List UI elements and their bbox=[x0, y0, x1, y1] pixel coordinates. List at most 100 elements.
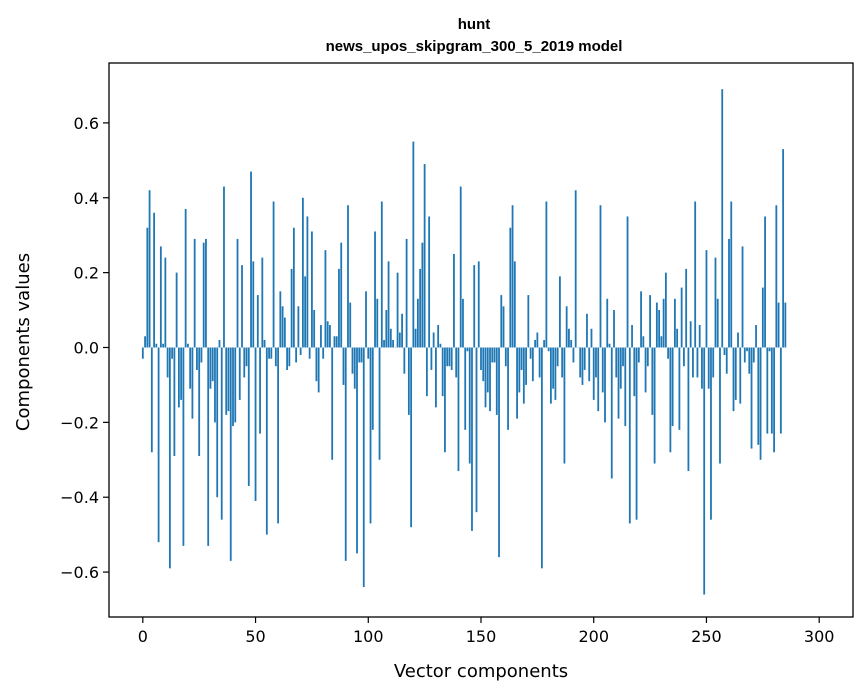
bar bbox=[344, 347, 347, 561]
bar bbox=[538, 347, 541, 378]
bar bbox=[759, 347, 762, 460]
bar bbox=[613, 310, 615, 348]
bar bbox=[225, 347, 228, 415]
bar bbox=[412, 141, 415, 348]
bar bbox=[220, 347, 223, 520]
x-tick-label: 200 bbox=[578, 627, 609, 646]
bar bbox=[405, 238, 408, 348]
bar bbox=[153, 212, 155, 348]
bar bbox=[653, 347, 656, 464]
bar bbox=[640, 291, 642, 348]
bar bbox=[437, 325, 440, 348]
bar bbox=[719, 347, 721, 464]
bar bbox=[716, 298, 719, 348]
bar bbox=[148, 190, 151, 348]
bar bbox=[398, 332, 401, 348]
chart-title-line-1: hunt bbox=[458, 16, 490, 33]
bar bbox=[236, 238, 239, 348]
bar bbox=[441, 347, 444, 397]
bar bbox=[671, 347, 674, 427]
bar bbox=[486, 347, 489, 393]
bar bbox=[407, 347, 410, 415]
bar bbox=[464, 347, 467, 430]
bar bbox=[646, 347, 649, 367]
bar bbox=[741, 246, 744, 348]
bar bbox=[559, 276, 561, 348]
bar bbox=[610, 347, 613, 479]
x-tick-label: 100 bbox=[353, 627, 384, 646]
bar bbox=[725, 347, 728, 374]
bar bbox=[545, 201, 548, 348]
bar bbox=[622, 347, 624, 367]
bar bbox=[728, 238, 730, 348]
bar bbox=[592, 347, 595, 400]
bar bbox=[552, 347, 555, 389]
bar bbox=[223, 186, 225, 348]
bar bbox=[214, 347, 216, 423]
bar bbox=[227, 347, 230, 412]
bar bbox=[689, 321, 692, 348]
bar bbox=[351, 347, 354, 374]
bar bbox=[761, 287, 764, 348]
bar bbox=[676, 328, 679, 348]
bar bbox=[290, 268, 293, 348]
bar bbox=[234, 347, 237, 423]
bar bbox=[189, 347, 192, 389]
bar bbox=[141, 347, 144, 359]
bar bbox=[428, 216, 431, 348]
bar bbox=[205, 238, 207, 348]
bar bbox=[509, 227, 512, 348]
bar bbox=[342, 347, 345, 385]
bar bbox=[209, 347, 212, 389]
bar bbox=[660, 336, 663, 348]
bar bbox=[243, 347, 246, 378]
bar bbox=[439, 343, 442, 348]
bar bbox=[329, 325, 331, 348]
bar bbox=[628, 347, 631, 524]
bar bbox=[493, 347, 496, 363]
bar bbox=[624, 347, 627, 427]
bar bbox=[473, 265, 476, 348]
bar bbox=[471, 347, 473, 531]
bar bbox=[295, 347, 298, 363]
bar bbox=[597, 347, 600, 412]
x-tick-label: 0 bbox=[138, 627, 148, 646]
bar bbox=[615, 347, 618, 378]
bar bbox=[531, 347, 534, 382]
bar bbox=[369, 347, 372, 524]
bar bbox=[635, 347, 638, 520]
bar bbox=[617, 347, 620, 419]
bar bbox=[358, 347, 361, 363]
bar bbox=[362, 347, 365, 588]
bar bbox=[723, 347, 726, 355]
bar bbox=[367, 347, 370, 359]
bar bbox=[534, 340, 537, 348]
bar bbox=[579, 347, 582, 378]
bar bbox=[331, 347, 334, 460]
bar bbox=[187, 343, 189, 348]
bar bbox=[414, 328, 417, 348]
bar bbox=[288, 347, 291, 367]
bar bbox=[392, 340, 394, 348]
bar bbox=[259, 347, 261, 434]
bar bbox=[286, 347, 289, 370]
bar bbox=[180, 347, 183, 400]
bar bbox=[389, 328, 392, 348]
bar bbox=[164, 257, 167, 348]
bar bbox=[705, 250, 708, 348]
bar bbox=[561, 347, 564, 378]
bar bbox=[410, 347, 413, 528]
bar bbox=[502, 306, 505, 348]
bar bbox=[171, 347, 174, 359]
bar bbox=[403, 347, 406, 374]
bar bbox=[673, 298, 676, 348]
bar bbox=[590, 328, 593, 348]
bar bbox=[773, 347, 775, 453]
bar bbox=[155, 343, 158, 348]
bar bbox=[301, 197, 304, 348]
bar bbox=[683, 347, 685, 367]
bar bbox=[324, 250, 327, 348]
bar bbox=[184, 208, 187, 348]
bar bbox=[455, 347, 458, 378]
